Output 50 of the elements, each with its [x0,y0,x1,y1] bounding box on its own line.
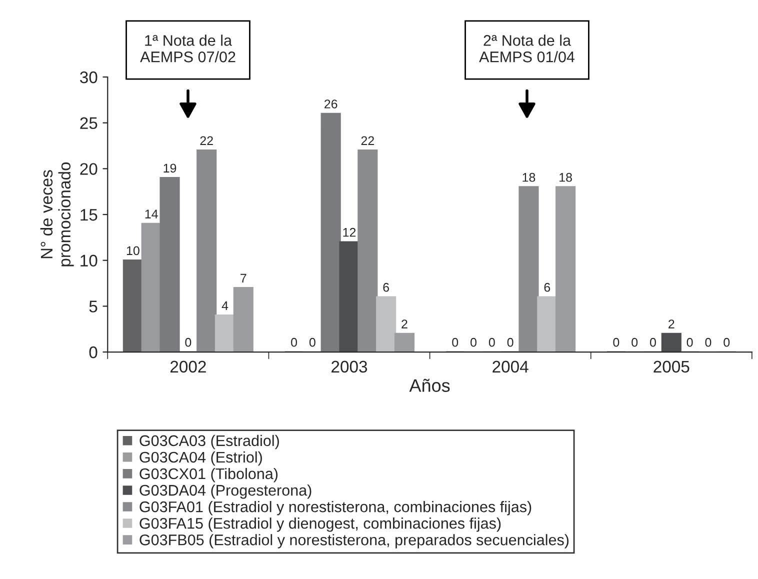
x-tick-label: 2003 [332,360,368,373]
legend-label: G03CX01 (Tibolona) [140,468,278,482]
data-label: 6 [544,282,550,292]
text: 2ª Nota de la AEMPS 01/04 [479,34,575,62]
text: 1ª Nota de la AEMPS 07/02 [140,34,236,62]
data-label: 0 [470,338,476,347]
x-axis-title: Años [409,378,450,392]
data-label: 4 [222,301,228,310]
legend-label: G03FB05 (Estradiol y norestisterona, preparados secuenciales) [140,534,569,548]
x-tick-label: 2004 [492,360,528,373]
data-label: 7 [240,274,246,282]
data-label: 0 [291,338,298,347]
data-label: 0 [724,338,730,347]
legend-label: G03CA04 (Estriol) [140,451,262,466]
y-tick-label: 25 [80,117,98,130]
data-label: 12 [343,228,356,237]
y-axis-title: N° de veces promocionado [40,162,74,266]
data-label: 19 [164,164,176,173]
data-label: 2 [402,320,408,328]
data-label: 18 [560,172,572,182]
x-tick-label: 2005 [654,360,690,373]
y-tick-label: 20 [80,163,98,175]
y-tick-label: 5 [89,300,98,312]
legend-label: G03FA01 (Estradiol y norestisterona, combinaciones fijas) [140,501,532,516]
data-label: 0 [309,338,316,347]
data-label: 0 [650,338,656,347]
data-label: 0 [632,338,638,347]
legend-label: G03DA04 (Progesterona) [140,484,312,499]
data-label: 22 [361,136,374,145]
data-label: 18 [522,172,536,182]
y-tick-label: 15 [80,209,98,221]
data-label: 0 [613,338,620,347]
y-tick-label: 10 [80,254,98,267]
data-label: 22 [200,136,213,145]
y-tick-label: 30 [80,71,98,84]
legend-label: G03CA03 (Estradiol) [140,434,279,450]
data-label: 0 [452,338,458,347]
data-label: 0 [507,338,514,347]
data-label: 6 [383,282,389,292]
data-label: 26 [324,100,338,108]
data-label: 2 [668,320,674,328]
data-label: 0 [686,338,693,347]
x-tick-label: 2002 [170,360,206,373]
data-label: 10 [126,246,140,256]
data-label: 0 [185,338,192,347]
data-label: 14 [145,210,158,218]
data-label: 0 [488,338,495,347]
y-tick-label: 0 [89,346,98,358]
legend-label: G03FA15 (Estradiol y dienogest, combinaciones fijas) [140,518,501,532]
data-label: 0 [705,338,712,347]
